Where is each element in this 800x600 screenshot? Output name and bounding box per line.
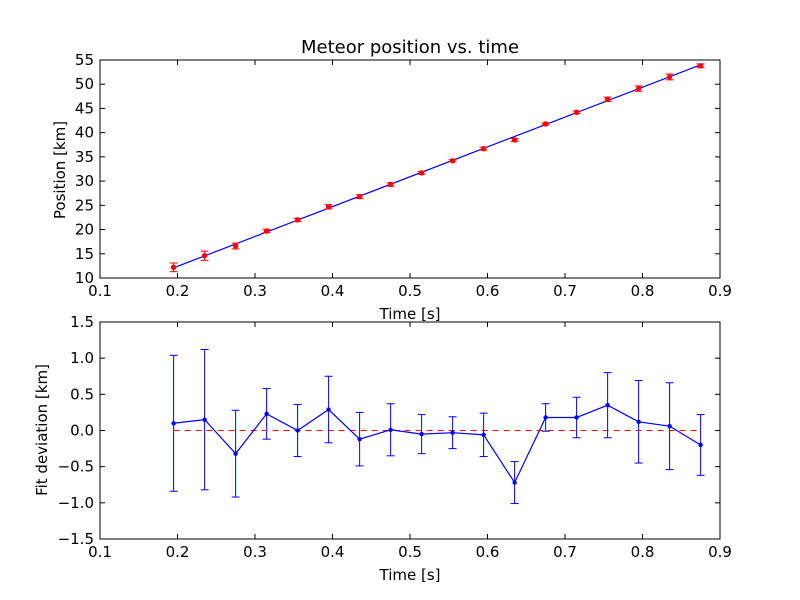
deviation-line — [173, 404, 701, 484]
deviation-point — [605, 402, 610, 408]
position-point — [635, 85, 642, 92]
top-x-tick-label: 0.3 — [243, 282, 267, 300]
position-point — [666, 74, 673, 80]
position-point — [573, 109, 580, 116]
top-x-tick-label: 0.6 — [476, 282, 500, 300]
position-point — [263, 228, 270, 234]
bottom-axes-frame — [99, 321, 721, 540]
bottom-x-tick-label: 0.1 — [88, 543, 112, 561]
deviation-point — [543, 415, 548, 420]
bottom-x-tick-label: 0.9 — [708, 543, 732, 561]
top-axes-frame — [99, 59, 721, 279]
deviation-point — [698, 442, 703, 448]
top-y-tick-label: 20 — [75, 221, 94, 239]
bottom-x-tick-label: 0.2 — [166, 543, 190, 561]
deviation-plot-area: 0.1 0.2 0.3 0.4 0.5 0.6 0.7 0.8 0.9 1.5 1.0 0.5 0.0 −… — [58, 313, 732, 561]
position-plot-area: 0.1 0.2 0.3 0.4 0.5 0.6 0.7 0.8 0.9 10 15 20 25 30 35 4… — [75, 51, 732, 300]
position-point — [356, 193, 363, 200]
deviation-point — [450, 430, 455, 435]
chart-title: Meteor position vs. time — [301, 37, 519, 58]
top-x-tick-label: 0.1 — [88, 282, 112, 300]
deviation-chart: 0.1 0.2 0.3 0.4 0.5 0.6 0.7 0.8 0.9 1.5 1.0 0.5 0.0 −… — [33, 313, 732, 584]
bottom-y-tick-label: −1.5 — [58, 530, 94, 548]
fit-line — [173, 64, 701, 269]
deviation-point — [419, 431, 424, 437]
deviation-point — [233, 451, 238, 456]
deviation-point — [264, 411, 269, 417]
deviation-point — [326, 407, 331, 412]
position-chart: Meteor position vs. time 0.1 0.2 0.3 0.4 0.5… — [51, 37, 732, 323]
deviation-point — [171, 421, 176, 426]
top-y-tick-label: 45 — [75, 99, 94, 117]
position-point — [542, 121, 549, 127]
top-x-tick-label: 0.8 — [631, 282, 655, 300]
deviation-point — [202, 417, 207, 422]
deviation-point — [295, 428, 300, 433]
position-point — [294, 217, 301, 223]
bottom-x-axis-label: Time [s] — [379, 566, 441, 584]
bottom-y-tick-label: −1.0 — [58, 494, 94, 512]
position-point — [170, 264, 177, 271]
top-x-axis-label: Time [s] — [379, 305, 441, 323]
position-point — [697, 63, 704, 69]
deviation-point — [481, 432, 486, 438]
bottom-y-tick-label: 0.5 — [70, 385, 94, 403]
position-point — [325, 204, 332, 210]
deviation-point — [512, 480, 517, 485]
deviation-point — [357, 436, 362, 442]
bottom-x-tick-label: 0.6 — [476, 543, 500, 561]
position-point — [232, 243, 239, 249]
deviation-point — [667, 423, 672, 429]
top-x-tick-label: 0.5 — [398, 282, 422, 300]
position-point — [604, 96, 611, 102]
top-x-tick-label: 0.9 — [708, 282, 732, 300]
position-point — [511, 137, 518, 143]
top-x-tick-label: 0.2 — [166, 282, 190, 300]
position-point — [480, 145, 487, 152]
bottom-y-tick-label: −0.5 — [58, 458, 94, 476]
bottom-y-tick-label: 1.0 — [70, 349, 94, 367]
bottom-x-tick-label: 0.5 — [398, 543, 422, 561]
position-point — [387, 181, 394, 188]
position-point — [201, 253, 208, 259]
bottom-y-axis-label: Fit deviation [km] — [33, 364, 51, 496]
top-y-axis-label: Position [km] — [51, 121, 69, 219]
bottom-y-tick-label: 1.5 — [70, 313, 94, 331]
bottom-x-tick-label: 0.8 — [631, 543, 655, 561]
top-x-tick-label: 0.7 — [553, 282, 577, 300]
bottom-x-tick-label: 0.3 — [243, 543, 267, 561]
deviation-point — [636, 419, 641, 425]
deviation-point — [574, 415, 579, 420]
position-point — [418, 170, 425, 176]
top-x-tick-label: 0.4 — [321, 282, 345, 300]
top-y-tick-label: 30 — [75, 172, 94, 190]
bottom-y-tick-label: 0.0 — [70, 422, 94, 440]
deviation-point — [388, 427, 393, 432]
top-y-tick-label: 15 — [75, 245, 94, 263]
top-y-tick-label: 40 — [75, 124, 94, 142]
bottom-x-tick-label: 0.4 — [321, 543, 345, 561]
top-y-tick-label: 35 — [75, 148, 94, 166]
top-y-tick-label: 25 — [75, 196, 94, 214]
top-y-tick-label: 55 — [75, 51, 94, 69]
position-point — [449, 158, 456, 164]
top-y-tick-label: 10 — [75, 269, 94, 287]
top-y-tick-label: 50 — [75, 75, 94, 93]
bottom-x-tick-label: 0.7 — [553, 543, 577, 561]
